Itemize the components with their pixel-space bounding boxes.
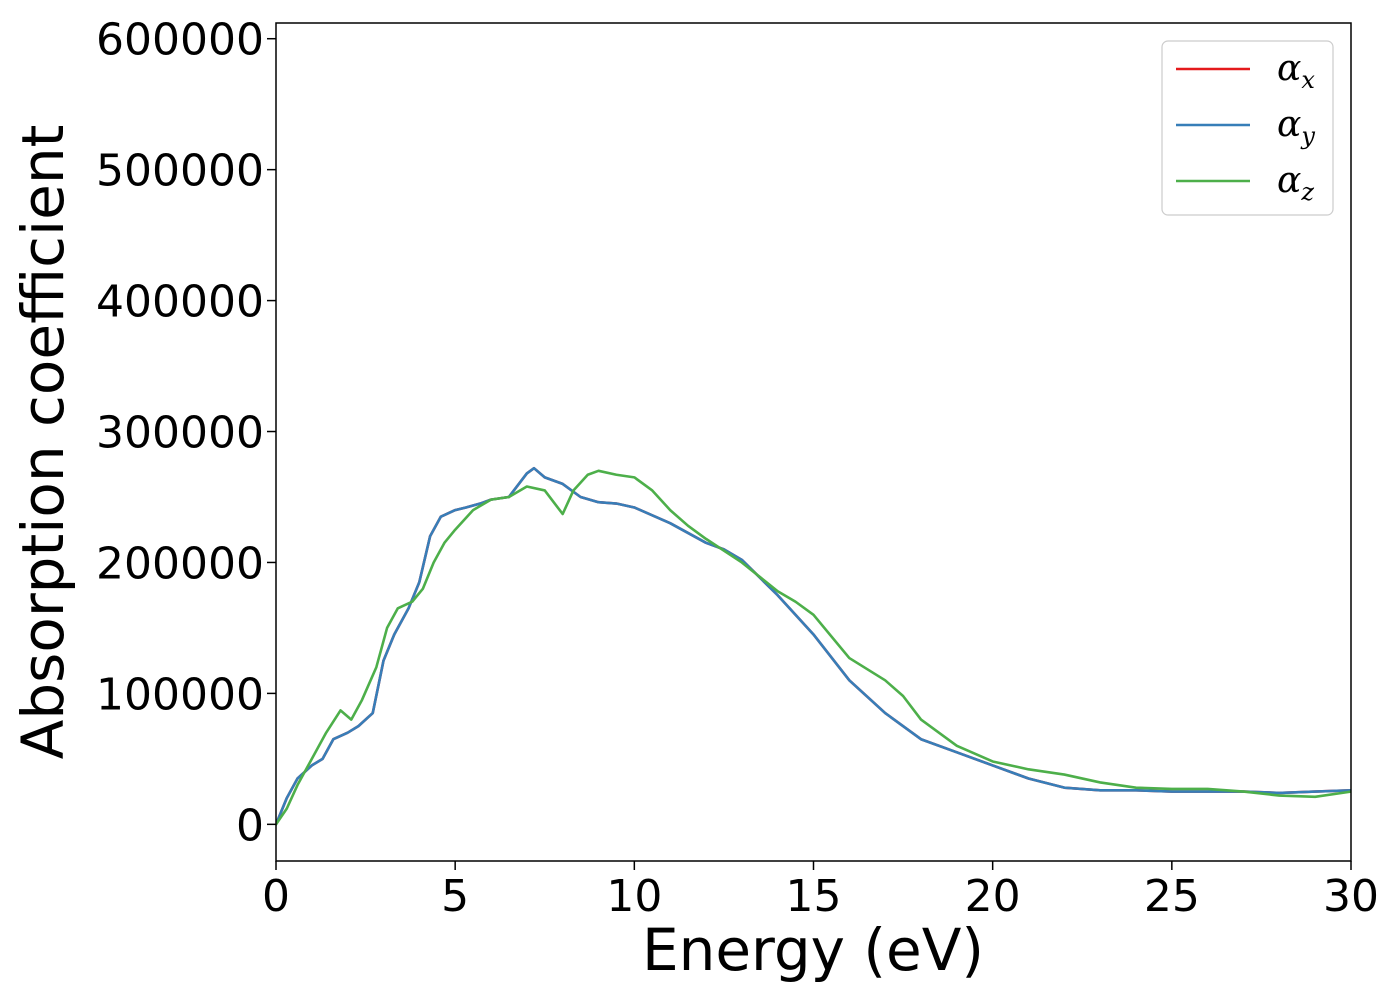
- x-axis-ticks: 0 5 10 15 20 25 30: [262, 861, 1379, 922]
- y-tick-label: 300000: [96, 408, 264, 459]
- y-tick-label: 0: [236, 800, 264, 851]
- x-tick-label: 10: [606, 871, 662, 922]
- y-axis-label: Absorption coefficient: [9, 125, 77, 760]
- y-tick-label: 100000: [96, 669, 264, 720]
- y-tick-label: 500000: [96, 146, 264, 197]
- x-tick-label: 0: [262, 871, 290, 922]
- series-line-alpha-y: [276, 466, 1351, 826]
- x-tick-label: 30: [1323, 871, 1379, 922]
- x-axis-label: Energy (eV): [642, 916, 984, 984]
- legend-label-alpha-x: αx: [1277, 48, 1315, 94]
- y-tick-label: 600000: [96, 15, 264, 66]
- x-tick-label: 25: [1144, 871, 1200, 922]
- legend-box: [1161, 40, 1334, 216]
- y-tick-label: 400000: [96, 277, 264, 328]
- legend-label-alpha-z: αz: [1277, 160, 1314, 206]
- y-tick-label: 200000: [96, 538, 264, 589]
- series-line-alpha-z: [276, 469, 1351, 826]
- x-tick-label: 5: [441, 871, 469, 922]
- y-axis-ticks: 0 100000 200000 300000 400000 500000 600000: [96, 15, 276, 851]
- x-tick-label: 20: [965, 871, 1021, 922]
- legend-label-alpha-y: αy: [1277, 104, 1315, 150]
- plot-lines: [276, 466, 1351, 826]
- legend: αx αy αz: [1161, 40, 1334, 216]
- x-tick-label: 15: [786, 871, 842, 922]
